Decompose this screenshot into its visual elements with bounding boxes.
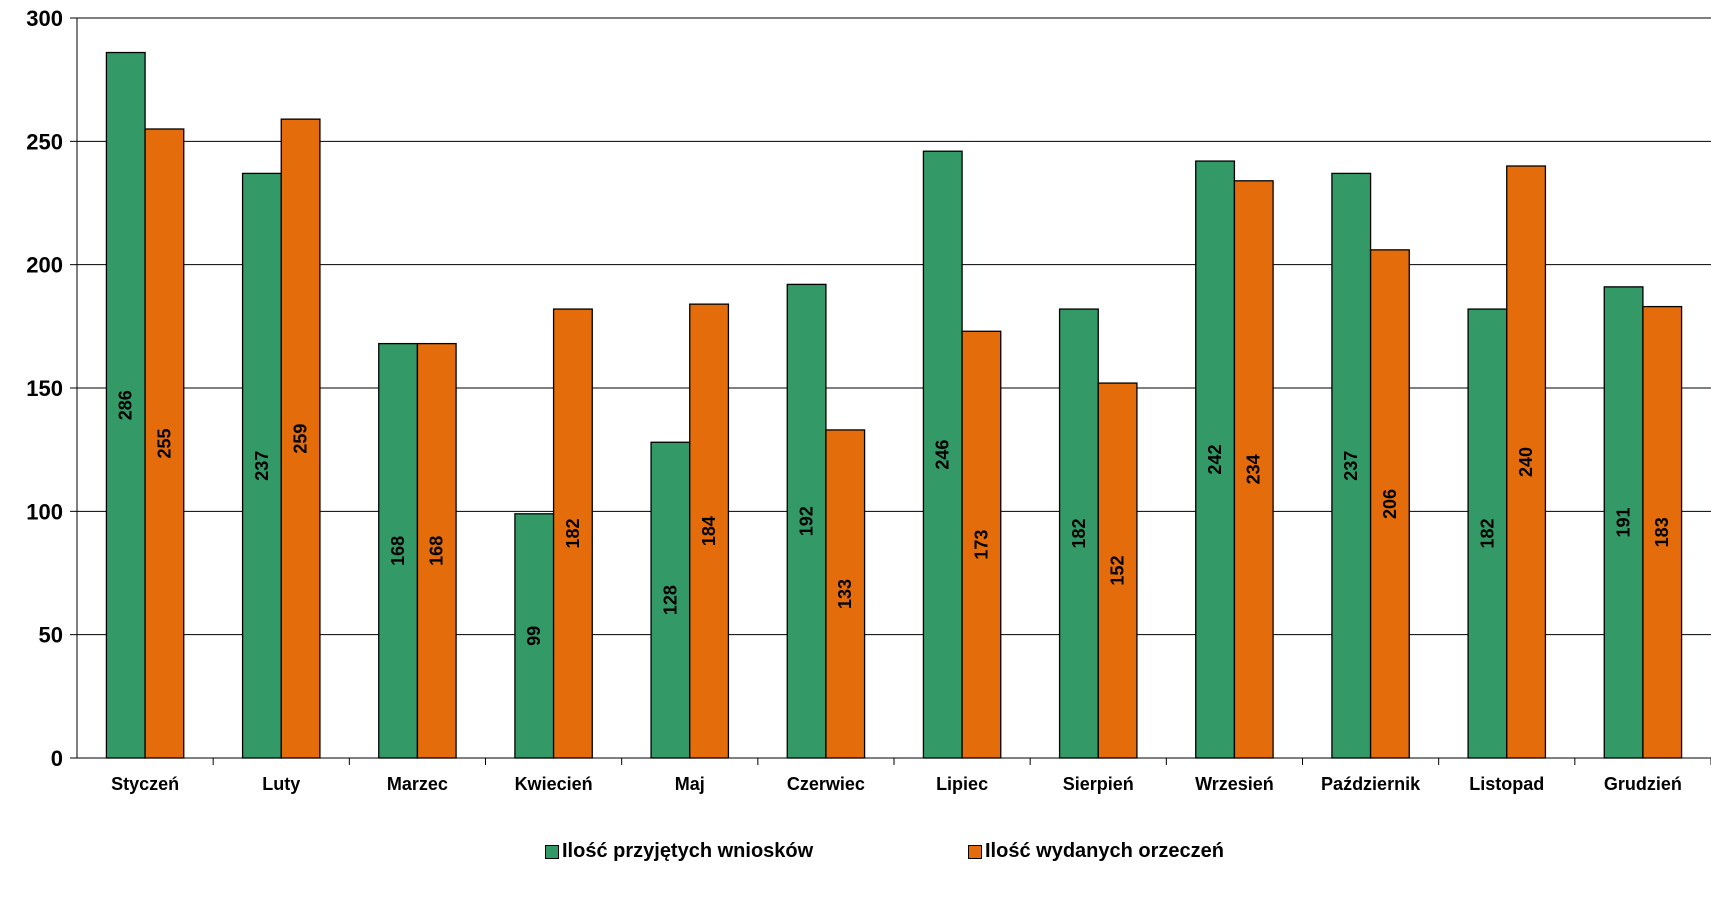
gridlines: [77, 17, 1711, 636]
data-label: 192: [797, 506, 817, 536]
data-label: 242: [1205, 445, 1225, 475]
data-label: 133: [835, 579, 855, 609]
bar: [1195, 160, 1236, 759]
x-axis-category-label: Grudzień: [1604, 774, 1682, 794]
y-axis-tick-label: 100: [26, 499, 63, 524]
y-axis-tick-label: 150: [26, 376, 63, 401]
data-label: 206: [1380, 489, 1400, 519]
y-axis-tick-label: 50: [39, 623, 63, 648]
data-label: 255: [154, 428, 174, 458]
bar: [1097, 382, 1138, 759]
legend-item-series-1: Ilość przyjętych wniosków: [545, 840, 813, 863]
bar: [1642, 305, 1683, 759]
y-axis-tick-label: 200: [26, 253, 63, 278]
x-axis-category-label: Sierpień: [1063, 774, 1134, 794]
bar: [1369, 249, 1410, 759]
legend-label-series-1: Ilość przyjętych wniosków: [562, 840, 814, 862]
data-label: 99: [524, 626, 544, 646]
data-label: 184: [699, 516, 719, 546]
bar: [1506, 165, 1547, 759]
x-axis-category-label: Listopad: [1469, 774, 1544, 794]
data-label: 182: [1069, 519, 1089, 549]
data-label: 191: [1614, 507, 1634, 537]
bar: [1603, 286, 1644, 759]
legend-label-series-2: Ilość wydanych orzeczeń: [985, 840, 1224, 862]
data-label: 168: [427, 536, 447, 566]
bar: [280, 118, 321, 759]
bar: [689, 303, 730, 759]
data-label: 286: [116, 390, 136, 420]
x-axis-category-label: Maj: [675, 774, 705, 794]
data-label: 237: [252, 451, 272, 481]
data-label: 168: [388, 536, 408, 566]
data-label: 259: [291, 424, 311, 454]
x-axis-category-label: Luty: [262, 774, 300, 794]
bar: [514, 513, 555, 759]
x-axis-category-labels: Styczeń Luty Marzec Kwiecień Maj Czerwiec Lipi…: [111, 774, 1682, 794]
data-label: 246: [933, 440, 953, 470]
bar: [786, 283, 827, 759]
x-axis-category-label: Kwiecień: [515, 774, 593, 794]
data-label: 182: [1477, 519, 1497, 549]
bar: [416, 342, 457, 759]
x-axis-category-label: Wrzesień: [1195, 774, 1274, 794]
x-axis-category-label: Czerwiec: [787, 774, 865, 794]
bar: [961, 330, 1002, 759]
data-label: 183: [1652, 517, 1672, 547]
bar: [378, 342, 419, 759]
y-axis-tick-labels: 0 50 100 150 200 250 300: [26, 6, 63, 771]
data-label: 237: [1341, 451, 1361, 481]
data-label: 152: [1108, 556, 1128, 586]
data-label: 234: [1244, 454, 1264, 484]
data-label: 182: [563, 519, 583, 549]
x-axis-category-label: Październik: [1321, 774, 1421, 794]
x-axis-category-label: Marzec: [387, 774, 448, 794]
y-axis-tick-label: 0: [51, 746, 63, 771]
legend: Ilość przyjętych wniosków Ilość wydanych…: [0, 840, 1711, 870]
data-label: 173: [971, 530, 991, 560]
bar: [1233, 180, 1274, 759]
bar: [922, 150, 963, 759]
legend-swatch-series-2: [968, 844, 982, 859]
y-axis-tick-label: 250: [26, 129, 63, 154]
legend-item-series-2: Ilość wydanych orzeczeń: [968, 840, 1224, 863]
x-axis-category-label: Lipiec: [936, 774, 988, 794]
data-labels: 286 255 237 259 168 168 99 182 128 184 192 133 246 17…: [116, 390, 1673, 646]
bar: [825, 429, 866, 759]
data-label: 128: [660, 585, 680, 615]
axes: [70, 17, 1711, 765]
legend-swatch-series-1: [545, 844, 559, 859]
bar: [1467, 308, 1508, 759]
x-axis-category-label: Styczeń: [111, 774, 179, 794]
bars: [105, 51, 1683, 759]
bar: [144, 128, 185, 759]
y-axis-tick-label: 300: [26, 6, 63, 31]
data-label: 240: [1516, 447, 1536, 477]
bar: [552, 308, 593, 759]
